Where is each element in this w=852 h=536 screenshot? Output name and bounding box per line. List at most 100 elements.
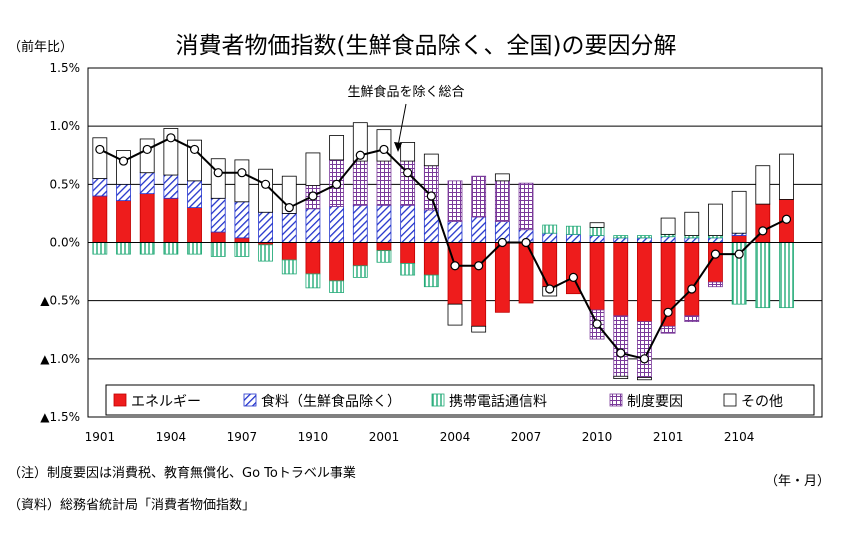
legend-swatch bbox=[431, 393, 445, 407]
bar-segment bbox=[447, 180, 463, 222]
bar-segment bbox=[471, 175, 487, 218]
bar-segment bbox=[613, 242, 629, 317]
total-point bbox=[592, 319, 602, 329]
bar-segment bbox=[660, 236, 676, 243]
x-tick-label: 2004 bbox=[440, 430, 471, 444]
legend-label: 携帯電話通信料 bbox=[449, 393, 547, 410]
bar-segment bbox=[329, 280, 345, 293]
bar-segment bbox=[258, 211, 273, 243]
bar-segment bbox=[423, 209, 439, 243]
bar-segment bbox=[376, 242, 392, 252]
bar-segment bbox=[542, 232, 558, 243]
bar-segment bbox=[139, 138, 155, 174]
bar-segment bbox=[494, 180, 510, 222]
bar-segment bbox=[258, 244, 273, 262]
bar-segment bbox=[731, 190, 747, 234]
total-line bbox=[99, 136, 787, 360]
bar-segment bbox=[684, 242, 700, 317]
bar-segment bbox=[565, 233, 581, 243]
x-tick-label: 2010 bbox=[582, 430, 613, 444]
total-point bbox=[379, 144, 389, 155]
x-tick-label: 1904 bbox=[156, 430, 187, 444]
bar-segment bbox=[400, 142, 416, 162]
bar-segment bbox=[329, 135, 345, 161]
bar-segment bbox=[187, 180, 202, 209]
bar-segment bbox=[731, 235, 747, 243]
bar-segment bbox=[234, 237, 250, 243]
x-axis-unit: （年・月） bbox=[764, 474, 830, 489]
bar-segment bbox=[92, 137, 108, 179]
bar-segment bbox=[613, 375, 629, 380]
total-point bbox=[687, 284, 697, 294]
y-tick-label: 0.5% bbox=[50, 177, 81, 191]
bar-segment bbox=[352, 204, 368, 243]
bar-segment bbox=[163, 197, 179, 243]
annotation-arrowhead bbox=[394, 142, 402, 152]
total-point bbox=[568, 272, 578, 282]
bar-segment bbox=[684, 237, 700, 243]
bar-segment bbox=[660, 217, 676, 235]
bar-segment bbox=[423, 274, 439, 288]
bar-segment bbox=[447, 303, 463, 326]
total-point bbox=[308, 191, 318, 201]
bar-segment bbox=[660, 325, 676, 334]
bar-segment bbox=[281, 259, 297, 275]
bar-segment bbox=[589, 222, 605, 228]
bar-segment bbox=[494, 173, 510, 182]
bar-segment bbox=[187, 207, 202, 243]
total-point bbox=[95, 144, 105, 155]
bar-segment bbox=[494, 242, 510, 313]
y-tick-label: 1.0% bbox=[50, 119, 81, 133]
x-tick-label: 1907 bbox=[227, 430, 258, 444]
bar-segment bbox=[637, 377, 652, 381]
bar-segment bbox=[542, 224, 558, 234]
bar-segment bbox=[210, 231, 226, 243]
bar-segment bbox=[329, 242, 345, 282]
total-point bbox=[545, 284, 555, 294]
bar-segment bbox=[471, 242, 487, 327]
total-point bbox=[497, 237, 507, 248]
legend-label: 制度要因 bbox=[627, 394, 683, 410]
bar-segment bbox=[305, 273, 321, 289]
y-tick-label: ▲0.5% bbox=[40, 294, 80, 308]
bar-segment bbox=[305, 242, 321, 275]
total-point bbox=[260, 179, 271, 189]
x-tick-label: 1901 bbox=[85, 430, 116, 444]
y-tick-label: 1.5% bbox=[50, 61, 81, 75]
bar-segment bbox=[755, 242, 771, 309]
total-point bbox=[450, 261, 460, 271]
legend-swatch bbox=[609, 393, 623, 407]
y-tick-label: ▲1.5% bbox=[40, 410, 80, 424]
bar-segment bbox=[139, 193, 155, 243]
bar-segment bbox=[708, 203, 723, 236]
bar-segment bbox=[565, 225, 581, 235]
bar-segment bbox=[116, 242, 131, 255]
bar-segment bbox=[139, 172, 155, 195]
legend-label: その他 bbox=[741, 394, 783, 410]
bar-segment bbox=[210, 197, 226, 233]
x-tick-label: 2001 bbox=[369, 430, 400, 444]
bar-segment bbox=[92, 178, 108, 197]
bar-segment bbox=[589, 242, 605, 311]
bar-segment bbox=[755, 165, 771, 205]
total-point bbox=[213, 168, 223, 178]
bar-segment bbox=[281, 213, 297, 243]
total-point bbox=[639, 354, 650, 364]
bar-segment bbox=[352, 160, 368, 206]
footnote-note: （注）制度要因は消費税、教育無償化、Go Toトラベル事業 bbox=[8, 466, 356, 481]
y-tick-label: ▲1.0% bbox=[40, 352, 80, 366]
total-point bbox=[734, 249, 744, 259]
bar-segment bbox=[376, 250, 392, 263]
legend-swatch bbox=[113, 393, 127, 407]
annotation-arrow bbox=[397, 103, 407, 147]
bar-segment bbox=[471, 216, 487, 243]
total-point bbox=[403, 168, 413, 178]
x-tick-label: 2104 bbox=[724, 430, 755, 444]
bar-segment bbox=[352, 265, 368, 278]
bar-segment bbox=[139, 242, 155, 255]
x-tick-label: 1910 bbox=[298, 430, 329, 444]
bar-segment bbox=[234, 242, 250, 257]
total-point bbox=[355, 150, 365, 160]
y-axis-unit: （前年比） bbox=[8, 40, 74, 55]
